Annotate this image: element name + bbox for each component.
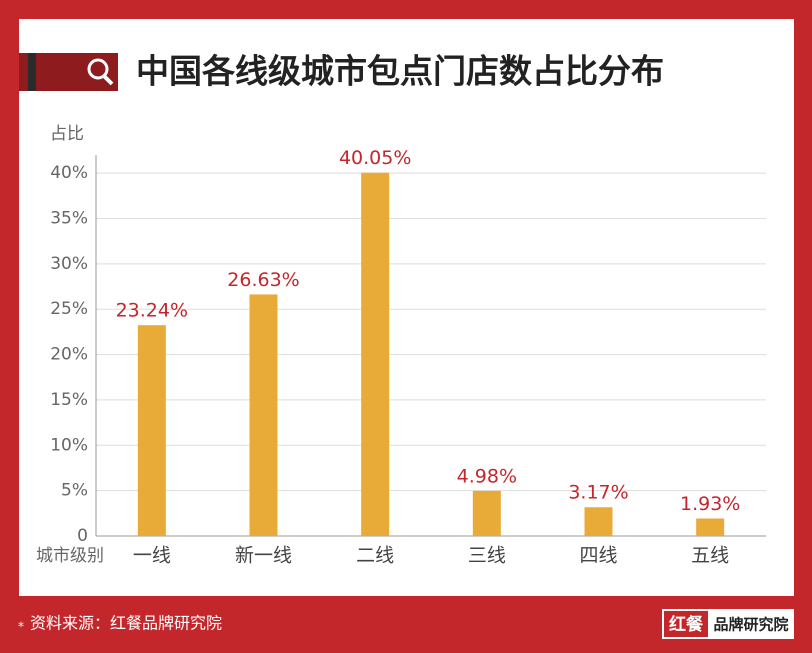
bar [696,518,725,536]
value-label: 4.98% [457,465,517,487]
logo-name: 品牌研究院 [713,616,788,634]
bar [137,325,166,536]
logo-mark-bg [664,611,708,637]
footnote-marker: * [18,620,24,634]
bar [249,294,278,536]
x-tick-label: 新一线 [235,545,292,567]
x-axis-label: 城市级别 [36,546,104,566]
y-axis-label: 占比 [50,124,84,144]
y-tick-label: 25% [50,299,88,319]
x-tick-label: 一线 [133,545,171,567]
logo-mark: 红餐 [669,614,704,635]
search-icon-handle [102,74,114,86]
title-accent [28,53,36,91]
y-tick-label: 5% [61,481,88,501]
y-tick-label: 20% [50,345,88,365]
x-tick-label: 五线 [691,545,729,567]
x-tick-label: 三线 [468,545,506,567]
y-tick-label: 30% [50,254,88,274]
value-label: 1.93% [680,493,740,515]
value-label: 3.17% [568,482,628,504]
bar [472,490,501,536]
y-tick-label: 0 [77,526,88,546]
y-tick-label: 40% [50,163,88,183]
x-tick-label: 二线 [356,545,394,567]
y-tick-label: 15% [50,390,88,410]
bar [584,507,613,536]
y-tick-label: 10% [50,435,88,455]
value-label: 26.63% [227,269,299,291]
y-tick-label: 35% [50,209,88,229]
x-tick-label: 四线 [579,545,617,567]
value-label: 23.24% [116,300,188,322]
footnote-source: 资料来源：红餐品牌研究院 [30,614,222,633]
search-icon [87,58,109,80]
value-label: 40.05% [339,147,411,169]
chart-title: 中国各线级城市包点门店数占比分布 [136,52,664,91]
bar [361,172,390,537]
